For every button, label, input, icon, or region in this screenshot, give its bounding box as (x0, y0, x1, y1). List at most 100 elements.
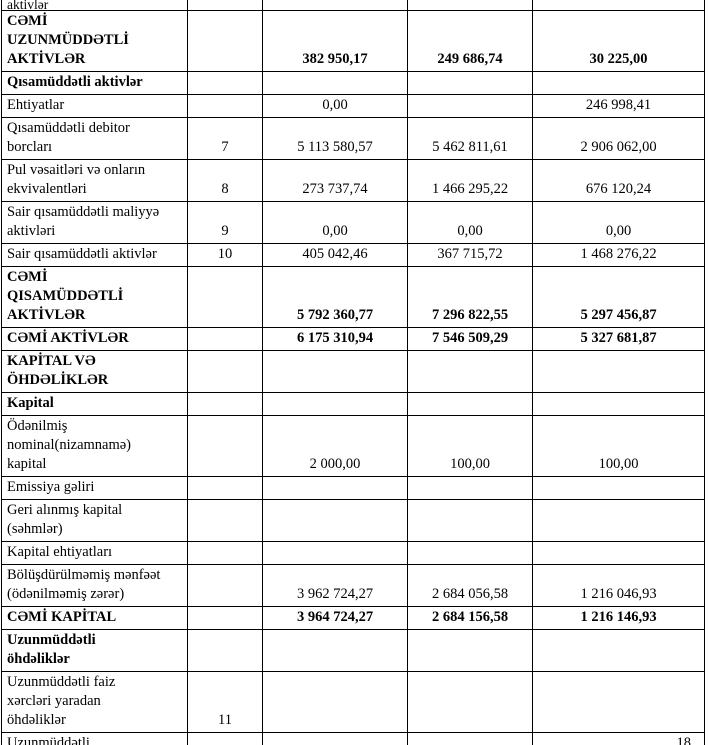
cell-value-2: 2 684 156,58 (407, 606, 533, 630)
cell-label: CƏMİ AKTİVLƏR (1, 327, 188, 351)
cell-text: 3 962 724,27 (296, 586, 374, 602)
cell-value-1 (262, 350, 408, 393)
cell-value-2: 100,00 (407, 415, 533, 477)
cell-row-no: 11 (187, 671, 263, 733)
cell-text: 5 327 681,87 (580, 330, 657, 346)
cell-value-2 (407, 629, 533, 672)
cell-label: CƏMİ QISAMÜDDƏTLİ AKTİVLƏR (1, 266, 188, 328)
cell-value-2 (407, 732, 533, 745)
cell-label: Kapital (1, 392, 188, 416)
table-row: Kapital (1, 392, 705, 416)
cell-label: CƏMİ UZUNMÜDDƏTLİ AKTİVLƏR (1, 10, 188, 72)
cell-text: Qısamüddətli debitor borcları (7, 120, 130, 155)
cell-text: 0,00 (605, 223, 632, 239)
table-row: CƏMİ AKTİVLƏR 6 175 310,94 7 546 509,29 5 3… (1, 327, 705, 351)
cell-label: Ehtiyatlar (1, 94, 188, 118)
cell-value-1: 3 964 724,27 (262, 606, 408, 630)
cell-value-3 (532, 541, 705, 565)
cell-value-1: 273 737,74 (262, 159, 408, 202)
table-row: Sair qısamüddətli maliyyə aktivləri 9 0,00… (1, 201, 705, 244)
table-row: Uzunmüddətli qiymətləndirilmiş öhdəliklə… (1, 732, 705, 745)
cell-value-2 (407, 0, 533, 11)
cell-value-2: 0,00 (407, 201, 533, 244)
cell-value-3 (532, 392, 705, 416)
table-row: aktivlər (1, 0, 705, 11)
cell-text: 249 686,74 (437, 51, 503, 67)
cell-row-no (187, 94, 263, 118)
cell-row-no (187, 415, 263, 477)
cell-text: 2 684 056,58 (431, 586, 509, 602)
cell-text: CƏMİ UZUNMÜDDƏTLİ AKTİVLƏR (7, 13, 129, 67)
cell-row-no (187, 71, 263, 95)
cell-value-1: 3 962 724,27 (262, 564, 408, 607)
cell-value-1 (262, 671, 408, 733)
cell-text: 405 042,46 (302, 246, 368, 262)
cell-text: Uzunmüddətli faiz xərcləri yaradan öhdəl… (7, 674, 116, 728)
table-row: CƏMİ KAPİTAL 3 964 724,27 2 684 156,58 1 21… (1, 606, 705, 630)
cell-value-1: 6 175 310,94 (262, 327, 408, 351)
cell-value-3 (532, 476, 705, 500)
cell-text: CƏMİ QISAMÜDDƏTLİ AKTİVLƏR (7, 269, 124, 323)
cell-row-no: 7 (187, 117, 263, 160)
cell-label: Geri alınmış kapital (səhmlər) (1, 499, 188, 542)
cell-text: 7 (221, 139, 229, 155)
cell-row-no (187, 10, 263, 72)
cell-value-2 (407, 476, 533, 500)
cell-text: Geri alınmış kapital (səhmlər) (7, 502, 123, 537)
cell-text: Sair qısamüddətli aktivlər (7, 246, 157, 262)
cell-label: CƏMİ KAPİTAL (1, 606, 188, 630)
cell-text: 676 120,24 (585, 181, 652, 197)
cell-text: CƏMİ KAPİTAL (7, 609, 117, 625)
cell-text: 367 715,72 (437, 246, 503, 262)
cell-value-2: 249 686,74 (407, 10, 533, 72)
cell-text: 30 225,00 (589, 51, 648, 67)
cell-text: 6 175 310,94 (296, 330, 374, 346)
cell-row-no (187, 476, 263, 500)
cell-value-3 (532, 350, 705, 393)
table-row: Pul vəsaitləri və onların ekvivalentləri… (1, 159, 705, 202)
cell-row-no: 8 (187, 159, 263, 202)
cell-value-3 (532, 671, 705, 733)
cell-label: Emissiya gəliri (1, 476, 188, 500)
cell-value-2 (407, 392, 533, 416)
cell-text (411, 0, 529, 10)
cell-text: 1 216 046,93 (580, 586, 657, 602)
cell-text (536, 0, 701, 10)
cell-value-1: 0,00 (262, 201, 408, 244)
cell-text: 5 462 811,61 (432, 139, 508, 155)
cell-value-2: 367 715,72 (407, 243, 533, 267)
cell-text: 10 (217, 246, 233, 262)
cell-label: Kapital ehtiyatları (1, 541, 188, 565)
cell-label: Uzunmüddətli qiymətləndirilmiş öhdəliklə… (1, 732, 188, 745)
cell-text: 100,00 (450, 456, 490, 472)
page-number: 18 (676, 735, 692, 745)
cell-text: 1 216 146,93 (580, 609, 657, 625)
cell-value-2: 7 296 822,55 (407, 266, 533, 328)
cell-row-no (187, 327, 263, 351)
cell-text: 5 297 456,87 (580, 307, 657, 323)
cell-text: 11 (218, 712, 232, 728)
cell-row-no (187, 392, 263, 416)
cell-label: Uzunmüddətli öhdəliklər (1, 629, 188, 672)
cell-text: 8 (221, 181, 229, 197)
cell-value-3: 5 297 456,87 (532, 266, 705, 328)
cell-value-2 (407, 71, 533, 95)
cell-value-2 (407, 541, 533, 565)
cell-value-1 (262, 499, 408, 542)
cell-text: 246 998,41 (585, 97, 652, 113)
cell-value-1: 0,00 (262, 94, 408, 118)
cell-text: Emissiya gəliri (7, 479, 95, 495)
cell-text (266, 0, 404, 10)
cell-text: 9 (221, 223, 229, 239)
table-row: Geri alınmış kapital (səhmlər) (1, 499, 705, 542)
cell-value-1 (262, 0, 408, 11)
cell-label: Sair qısamüddətli aktivlər (1, 243, 188, 267)
cell-row-no (187, 499, 263, 542)
cell-value-3: 100,00 (532, 415, 705, 477)
cell-row-no (187, 266, 263, 328)
cell-label: Ödənilmiş nominal(nizamnamə) kapital (1, 415, 188, 477)
cell-value-1 (262, 629, 408, 672)
cell-row-no: 9 (187, 201, 263, 244)
cell-value-1: 5 792 360,77 (262, 266, 408, 328)
